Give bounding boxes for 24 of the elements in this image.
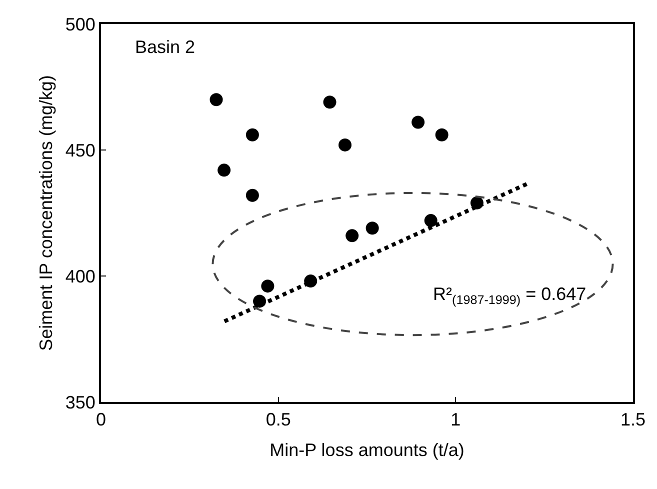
point <box>346 229 359 242</box>
point <box>366 222 379 235</box>
point <box>261 280 274 293</box>
y-axis-title: Seiment IP concentrations (mg/kg) <box>36 75 56 351</box>
x-tick-label: 0.5 <box>266 410 291 430</box>
annotation: R²$_{(1987-1999)}$ = 0.647 <box>433 284 586 307</box>
point <box>210 93 223 106</box>
point <box>435 128 448 142</box>
annotation: Basin 2 <box>135 37 196 57</box>
point <box>246 188 259 202</box>
x-tick-label: 0 <box>96 410 106 430</box>
y-tick-label: 400 <box>65 266 96 286</box>
y-tick-label: 350 <box>65 392 96 412</box>
point <box>323 96 336 109</box>
point <box>338 138 352 152</box>
point <box>412 116 425 129</box>
x-axis-title: Min-P loss amounts (t/a) <box>270 440 464 460</box>
y-tick-label: 500 <box>65 14 96 34</box>
point <box>218 164 231 177</box>
point <box>424 214 438 228</box>
x-tick-label: 1 <box>450 410 461 430</box>
x-tick-label: 1.5 <box>620 410 646 430</box>
y-tick-label: 450 <box>65 140 96 160</box>
point <box>246 128 259 142</box>
